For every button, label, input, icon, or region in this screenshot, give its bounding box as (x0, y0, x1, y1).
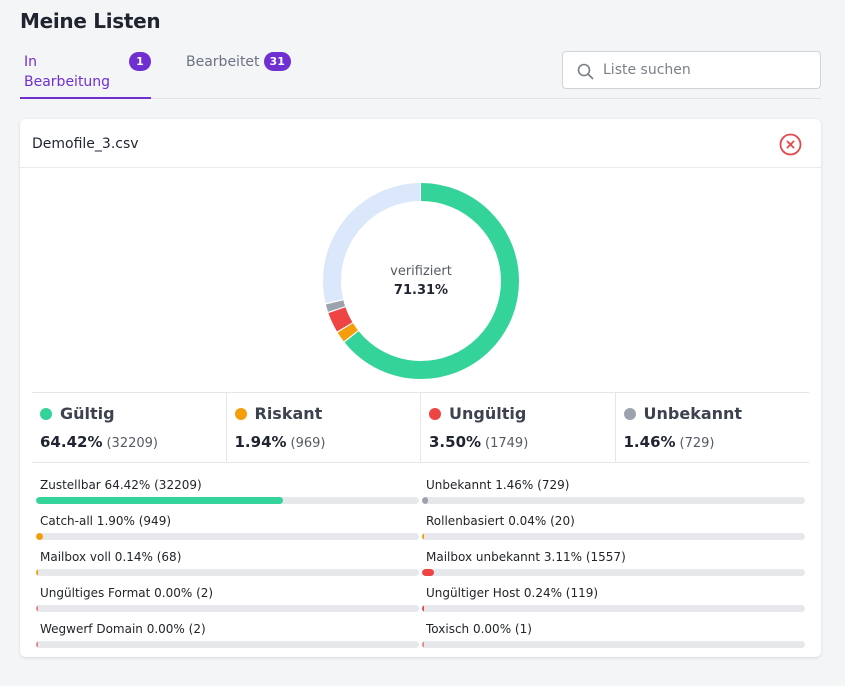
breakdown-item: Wegwerf Domain 0.00% (2) (36, 622, 419, 658)
progress-track (422, 641, 805, 648)
progress-fill (422, 641, 425, 648)
status-dot (40, 407, 52, 420)
verification-donut-chart: verifiziert 71.31% (322, 182, 520, 380)
stat-count: (969) (290, 436, 326, 451)
breakdown-label: Unbekannt 1.46% (729) (426, 478, 570, 492)
progress-track (422, 497, 805, 504)
donut-segment-4 (323, 183, 519, 379)
progress-track (36, 605, 419, 612)
progress-fill (36, 569, 39, 576)
breakdown-item: Rollenbasiert 0.04% (20) (422, 514, 805, 550)
progress-track (422, 569, 805, 576)
breakdown-item: Unbekannt 1.46% (729) (422, 478, 805, 514)
close-icon[interactable] (779, 133, 802, 156)
stat-count: (32209) (106, 436, 158, 451)
status-dot (234, 407, 247, 420)
file-name: Demofile_3.csv (32, 136, 139, 152)
progress-fill (36, 533, 44, 540)
stat-name: Gültig (60, 404, 115, 423)
stat-name: Unbekannt (643, 404, 743, 423)
status-dot (429, 407, 441, 420)
breakdown-item: Mailbox unbekannt 3.11% (1557) (422, 550, 805, 586)
stat-riskant: Riskant 1.94% (969) (227, 393, 421, 462)
search-input[interactable] (603, 52, 813, 88)
progress-fill (422, 605, 425, 612)
breakdown-item: Ungültiger Host 0.24% (119) (422, 586, 805, 622)
donut-svg (323, 183, 519, 379)
stat-name: Ungültig (449, 404, 527, 423)
donut-center: verifiziert 71.31% (322, 182, 520, 380)
breakdown-label: Rollenbasiert 0.04% (20) (426, 514, 575, 528)
tab-in-bearbeitung[interactable]: In Bearbeitung 1 (20, 50, 151, 99)
progress-fill (36, 605, 39, 612)
progress-track (36, 533, 419, 540)
status-dot (623, 407, 636, 420)
tab-bearbeitet[interactable]: Bearbeitet 31 (186, 50, 291, 98)
breakdown-item: Zustellbar 64.42% (32209) (36, 478, 419, 514)
breakdown-label: Zustellbar 64.42% (32209) (40, 478, 202, 492)
progress-track (422, 605, 805, 612)
stat-percent: 1.94% (234, 433, 287, 451)
breakdown-label: Mailbox unbekannt 3.11% (1557) (426, 550, 626, 564)
donut-label: verifiziert (390, 264, 452, 279)
stat-name: Riskant (254, 404, 323, 423)
progress-track (36, 641, 419, 648)
breakdown-label: Catch-all 1.90% (949) (40, 514, 172, 528)
breakdown-label: Toxisch 0.00% (1) (426, 622, 532, 636)
breakdown-label: Ungültiger Host 0.24% (119) (426, 586, 599, 600)
breakdown-label: Wegwerf Domain 0.00% (2) (40, 622, 206, 636)
stat-percent: 1.46% (623, 433, 676, 451)
breakdown-item: Ungültiges Format 0.00% (2) (36, 586, 419, 622)
breakdown-label: Ungültiges Format 0.00% (2) (40, 586, 214, 600)
count-badge: 31 (263, 52, 291, 71)
progress-fill (36, 497, 283, 504)
progress-fill (422, 569, 434, 576)
count-badge: 1 (129, 52, 151, 71)
donut-segment-0 (323, 183, 519, 379)
stat-percent: 3.50% (429, 433, 482, 451)
stat-count: (729) (679, 436, 715, 451)
page-title: Meine Listen (20, 9, 161, 33)
progress-track (36, 497, 419, 504)
breakdown-item: Toxisch 0.00% (1) (422, 622, 805, 658)
breakdown-label: Mailbox voll 0.14% (68) (40, 550, 182, 564)
progress-fill (422, 533, 425, 540)
progress-track (36, 569, 419, 576)
stat-percent: 64.42% (40, 433, 103, 451)
progress-fill (36, 641, 39, 648)
tab-label: In Bearbeitung (24, 54, 111, 90)
breakdown-item: Catch-all 1.90% (949) (36, 514, 419, 550)
tab-bar: In Bearbeitung 1 Bearbeitet 31 (20, 50, 821, 99)
search-box (562, 51, 821, 89)
stat-ungueltig: Ungültig 3.50% (1749) (421, 393, 616, 462)
stat-gueltig: Gültig 64.42% (32209) (32, 393, 227, 462)
tab-label: Bearbeitet (186, 54, 260, 70)
card-header: Demofile_3.csv (20, 119, 821, 168)
search-icon (577, 63, 594, 80)
donut-value: 71.31% (393, 283, 449, 298)
breakdown-item: Mailbox voll 0.14% (68) (36, 550, 419, 586)
progress-fill (422, 497, 428, 504)
list-card: Demofile_3.csv verifiziert 71.31% Gültig… (20, 119, 821, 657)
stat-unbekannt: Unbekannt 1.46% (729) (616, 393, 810, 462)
stat-count: (1749) (485, 436, 529, 451)
progress-track (422, 533, 805, 540)
stats-summary: Gültig 64.42% (32209) Riskant 1.94% (969) … (32, 392, 809, 463)
